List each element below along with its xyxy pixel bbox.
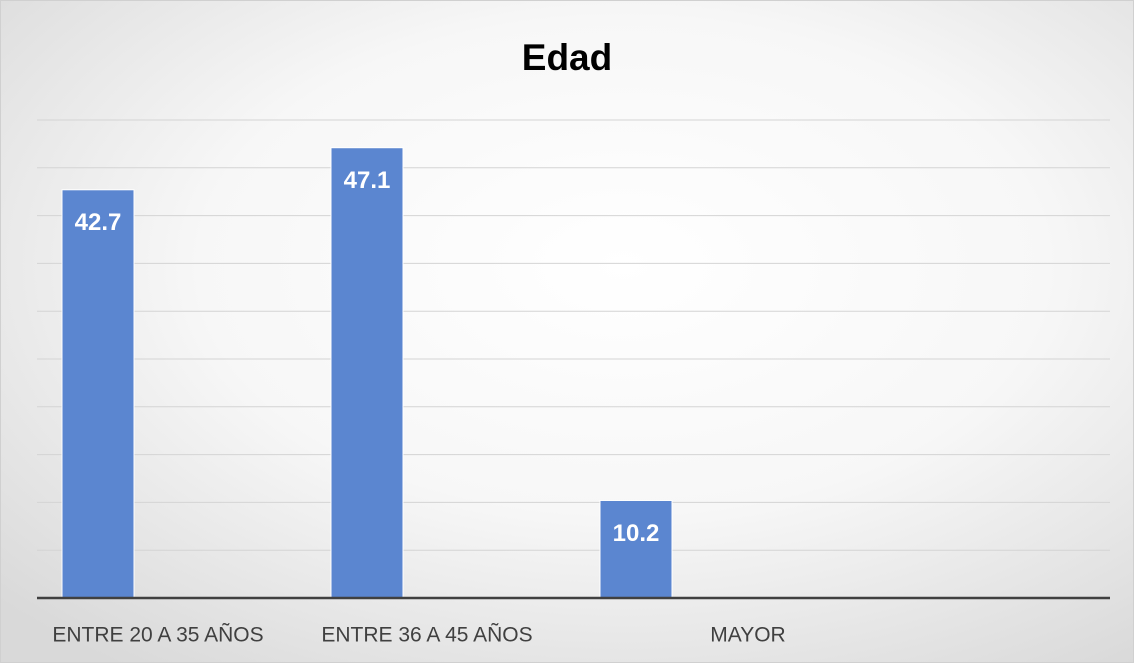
bar [599, 499, 673, 599]
x-tick-label: ENTRE 20 A 35 AÑOS [52, 623, 263, 647]
data-label: 42.7 [75, 209, 122, 236]
x-tick-label: ENTRE 36 A 45 AÑOS [321, 623, 532, 647]
bar [61, 189, 135, 599]
data-label: 47.1 [344, 167, 391, 194]
x-tick-label: MAYOR [710, 624, 785, 647]
bar [330, 147, 404, 599]
chart-title: Edad [522, 37, 612, 78]
data-label: 10.2 [613, 520, 660, 547]
